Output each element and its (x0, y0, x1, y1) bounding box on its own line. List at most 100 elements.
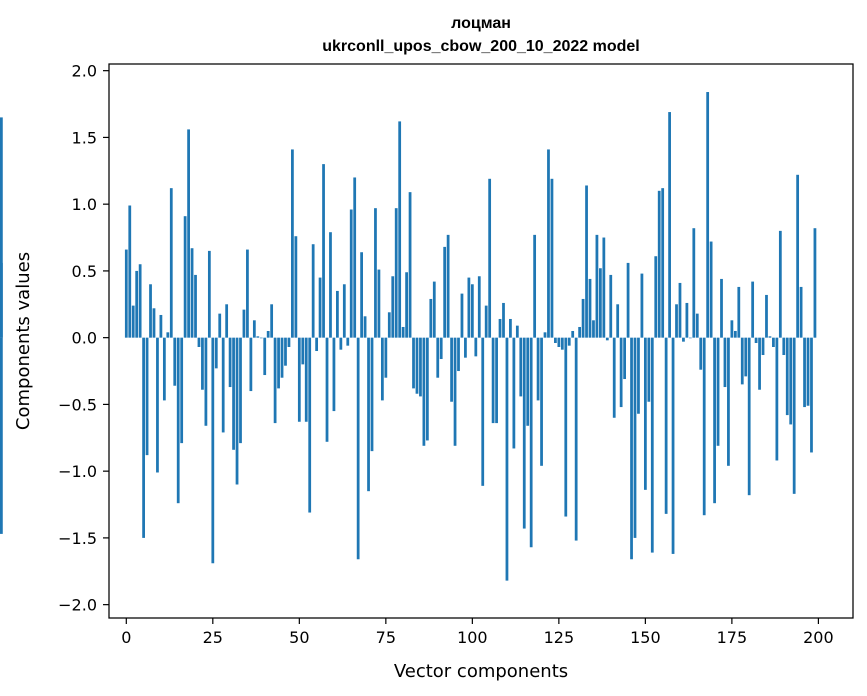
bar (675, 304, 678, 338)
bar (571, 330, 575, 338)
bar (301, 337, 305, 365)
bar (772, 337, 775, 347)
bar (512, 337, 516, 449)
bar (664, 337, 668, 514)
bar (308, 337, 312, 513)
bar (661, 188, 665, 338)
bar (173, 337, 177, 386)
chart-title: лоцман (451, 15, 511, 32)
bar (509, 318, 512, 338)
bar (131, 305, 135, 338)
bar (682, 337, 685, 342)
bar (477, 276, 481, 338)
bar (609, 274, 613, 338)
bar (727, 337, 730, 466)
bar (432, 281, 436, 338)
bar (630, 337, 633, 560)
bar (765, 294, 768, 338)
bar (183, 216, 187, 338)
bar (529, 337, 533, 548)
bar (135, 270, 139, 338)
bar (747, 337, 751, 496)
bar (450, 337, 453, 402)
bar (280, 337, 284, 378)
bar (252, 320, 256, 338)
bar (291, 149, 294, 338)
bar (543, 332, 547, 338)
bar (484, 305, 488, 338)
bar (637, 337, 640, 414)
bar (197, 337, 201, 347)
bar (439, 337, 443, 360)
bar (643, 337, 647, 490)
bar (640, 273, 644, 338)
bar (325, 337, 329, 442)
bar (460, 293, 464, 338)
bar (647, 337, 651, 402)
bar (502, 302, 505, 338)
bar (387, 312, 391, 338)
bar (176, 337, 180, 504)
bar (470, 284, 474, 338)
bar (162, 337, 166, 401)
bar (585, 185, 588, 338)
bar (218, 313, 222, 338)
bar (709, 241, 713, 338)
bar (557, 337, 561, 347)
bar (782, 337, 786, 356)
bar (595, 234, 599, 338)
bar (806, 337, 810, 406)
bar (360, 252, 363, 338)
bar (554, 337, 557, 343)
bar (578, 326, 582, 338)
bar (699, 337, 703, 370)
bar (232, 337, 235, 450)
bar (602, 237, 606, 338)
x-tick-label: 75 (376, 628, 396, 647)
bar (429, 298, 433, 338)
bar (515, 325, 519, 338)
bar (377, 269, 381, 338)
bar (204, 337, 208, 426)
bar (256, 336, 260, 338)
bar (159, 314, 163, 338)
bar (616, 304, 620, 338)
y-ticks-group: −2.0 −1.5 −1.0 −0.5 0.0 0.5 1.0 1.5 2.0 (58, 62, 109, 615)
bar (792, 337, 796, 494)
y-tick-label: −2.0 (58, 596, 97, 615)
bar (194, 274, 197, 338)
bar (315, 337, 319, 352)
bar (498, 318, 502, 338)
bar (581, 298, 585, 338)
bar (156, 337, 159, 473)
x-tick-label: 150 (630, 628, 661, 647)
bar (467, 277, 471, 338)
bar (374, 208, 377, 338)
bar (145, 337, 149, 456)
x-tick-label: 125 (544, 628, 575, 647)
bar (370, 337, 374, 452)
bar (457, 337, 460, 372)
bar (785, 337, 789, 416)
bar (668, 112, 671, 338)
bar (730, 320, 734, 338)
bar (207, 250, 211, 338)
bar (491, 337, 495, 424)
bar (685, 302, 689, 338)
bar (564, 337, 568, 517)
y-tick-label: 1.5 (72, 128, 97, 147)
bar (623, 337, 626, 380)
bar (187, 129, 190, 338)
bar (692, 228, 696, 338)
bar (522, 337, 526, 529)
bar (249, 337, 253, 392)
bar (720, 278, 723, 338)
bar (612, 337, 616, 418)
bar (560, 337, 564, 350)
bar (225, 304, 229, 338)
bar (259, 337, 263, 339)
bar (488, 178, 492, 338)
bar (740, 337, 744, 385)
bar (284, 337, 287, 366)
bar (796, 174, 800, 338)
